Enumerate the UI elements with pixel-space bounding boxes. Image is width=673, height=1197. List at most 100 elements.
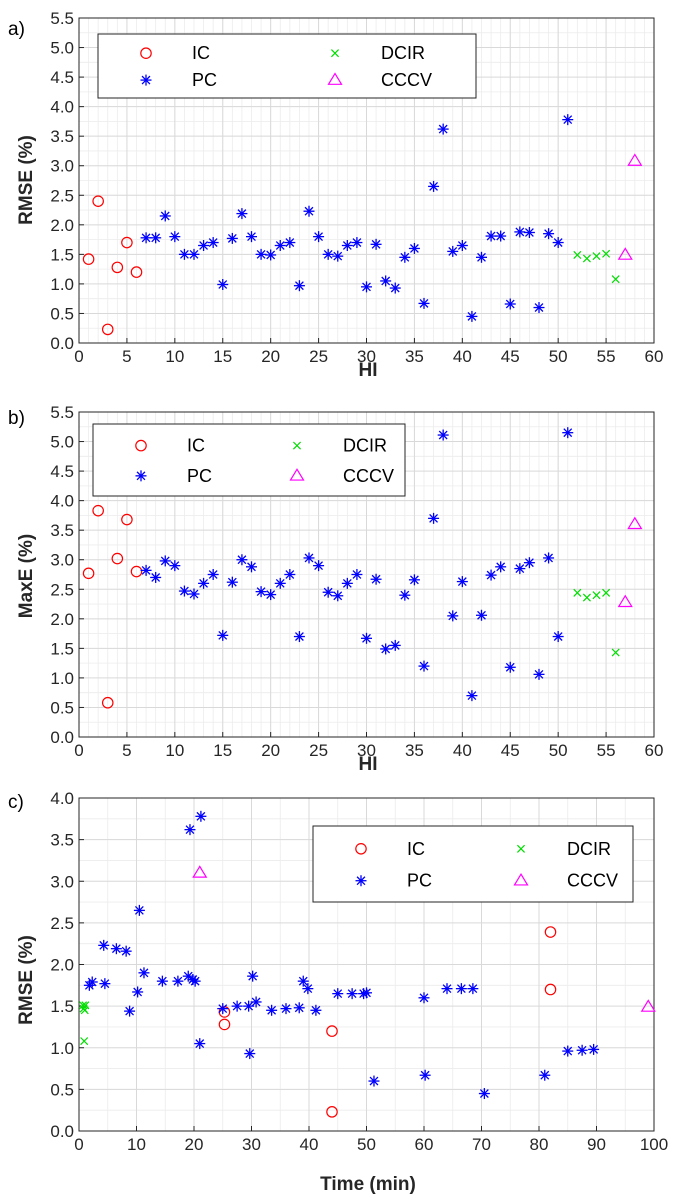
data-point-pc [133,904,145,916]
x-tick-label: 55 [597,741,616,760]
series-ic [82,195,143,336]
data-point-pc [351,569,363,580]
data-point-pc [495,561,507,573]
data-point-pc [332,590,344,602]
y-axis-label: RMSE (%) [16,135,37,225]
data-point-cccv [627,153,643,166]
data-point-pc [466,310,478,322]
data-point-pc [284,569,296,580]
data-point-pc [140,564,152,576]
data-point-ic [121,513,133,526]
data-point-pc [361,632,372,644]
data-point-dcir [611,275,620,284]
legend-marker-ic [140,47,152,59]
y-tick-label: 2.0 [50,610,74,629]
y-tick-label: 1.5 [50,639,74,658]
x-tick-label: 20 [185,1135,204,1154]
x-axis-label: HI [359,754,378,775]
data-point-cccv [192,865,208,878]
x-tick-label: 40 [453,741,472,760]
x-tick-label: 50 [357,1135,376,1154]
data-point-dcir [79,1001,88,1010]
data-point-pc [341,240,353,251]
data-point-pc [552,237,564,249]
data-point-ic [101,323,114,336]
x-tick-label: 35 [405,741,424,760]
legend-label-cccv: CCCV [567,871,618,891]
data-point-ic [121,236,133,249]
y-tick-label: 0.5 [50,304,74,323]
x-tick-label: 0 [74,347,83,366]
data-point-pc [428,512,440,524]
data-point-pc [504,298,516,310]
data-point-pc [313,560,325,572]
data-point-pc [346,988,358,1000]
data-points [79,810,656,1118]
data-point-pc [332,250,344,262]
legend-label-ic: IC [407,839,425,859]
legend-marker-ic [355,842,367,855]
data-point-pc [178,585,190,597]
data-point-pc [408,574,420,586]
data-point-pc [303,552,315,564]
x-tick-label: 10 [127,1135,146,1154]
data-point-pc [543,552,555,564]
data-point-ic [101,696,114,709]
y-axis-label: MaxE (%) [16,534,37,618]
data-point-pc [159,210,171,222]
y-axis-label: RMSE (%) [16,935,37,1025]
x-tick-label: 40 [300,1135,319,1154]
y-tick-label: 4.0 [50,98,74,117]
data-point-pc [226,232,238,244]
y-tick-label: 0.0 [50,1122,74,1141]
data-point-pc [150,232,162,244]
legend-label-dcir: DCIR [567,839,611,859]
data-point-pc [198,240,210,251]
data-point-pc [236,554,248,566]
data-point-ic [218,1018,231,1031]
data-point-pc [562,114,574,126]
legend-label-pc: PC [407,871,432,891]
legend-label-pc: PC [187,466,212,486]
legend-label-ic: IC [187,436,205,456]
y-tick-label: 2.0 [50,956,74,975]
y-tick-label: 1.0 [50,275,74,294]
data-points [82,114,643,336]
y-tick-label: 3.5 [50,521,74,540]
y-tick-label: 5.0 [50,39,74,58]
data-point-pc [361,987,372,999]
data-point-pc [159,555,171,567]
data-point-ic [92,504,104,517]
x-tick-label: 60 [645,347,664,366]
data-point-pc [231,1000,243,1012]
x-axis-label: HI [359,360,378,381]
x-tick-label: 30 [357,741,376,760]
x-tick-label: 40 [453,347,472,366]
data-point-pc [428,180,440,192]
data-point-pc [188,248,200,260]
x-tick-label: 80 [530,1135,549,1154]
data-point-pc [447,245,459,257]
data-point-pc [380,643,392,655]
data-point-pc [302,983,314,995]
x-tick-label: 30 [357,347,376,366]
data-point-pc [478,1088,490,1100]
data-point-pc [332,988,344,1000]
x-tick-label: 20 [261,347,280,366]
data-point-pc [466,690,478,702]
tick-labels: 0 10 20 30 40 50 60 70 80 90 100 0.0 0.5 1.0 1.5 2.0 2.5… [50,789,668,1154]
y-tick-label: 3.5 [50,127,74,146]
data-point-ic [326,1025,338,1037]
data-point-pc [293,280,305,292]
panel-c-rmse-time: c) RMSE (%) Time (min) 0 10 20 30 40 50 60 70 80… [8,789,668,1195]
y-tick-label: 1.0 [50,1039,74,1058]
data-point-pc [120,945,132,957]
data-point-pc [418,297,430,309]
legend-label-cccv: CCCV [381,70,432,90]
data-point-pc [341,577,353,589]
x-tick-label: 70 [472,1135,491,1154]
data-point-pc [467,983,479,995]
data-point-pc [533,668,545,680]
data-point-pc [169,560,181,572]
data-point-dcir [582,593,591,602]
